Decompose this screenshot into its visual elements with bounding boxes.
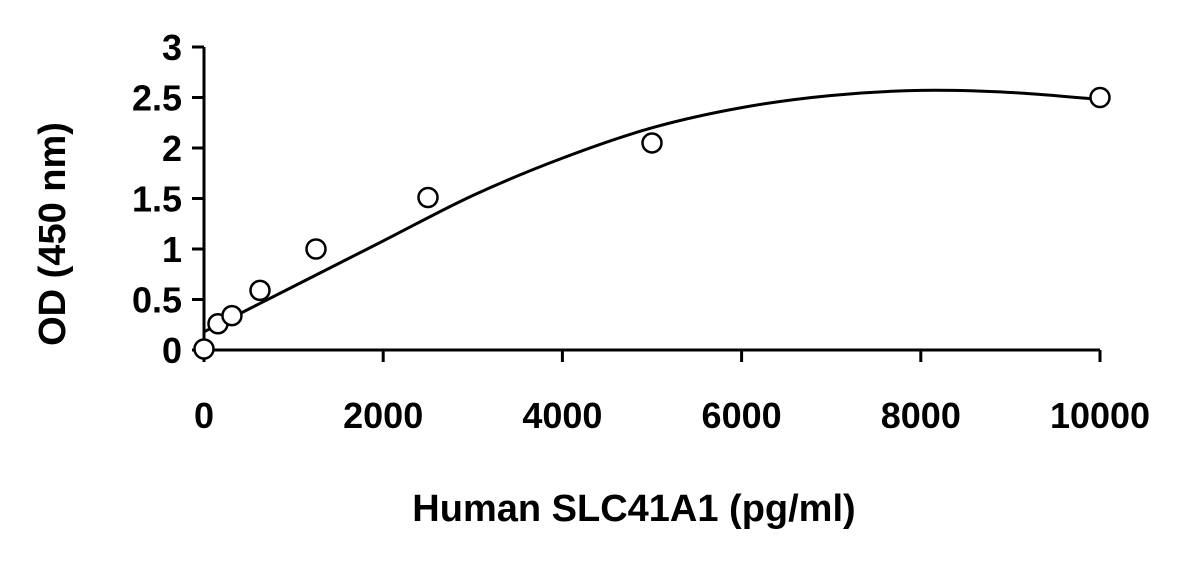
x-axis-title: Human SLC41A1 (pg/ml): [412, 488, 855, 530]
y-tick-label: 0: [162, 330, 182, 371]
x-tick-label: 0: [194, 395, 214, 436]
y-tick-label: 2.5: [132, 78, 182, 119]
y-tick-label: 1: [162, 229, 182, 270]
data-point: [641, 132, 663, 154]
x-tick-label: 8000: [881, 395, 961, 436]
y-axis-title: OD (450 nm): [32, 122, 74, 346]
x-tick-label: 4000: [522, 395, 602, 436]
x-tick-label: 10000: [1050, 395, 1150, 436]
data-point: [1089, 86, 1111, 109]
data-point: [221, 304, 243, 327]
data-point: [417, 186, 439, 209]
y-tick-label: 1.5: [132, 179, 182, 220]
data-point: [305, 238, 327, 260]
axes: [192, 45, 1102, 362]
fit-curve: [203, 88, 1101, 334]
y-tick-label: 2: [162, 128, 182, 169]
data-point: [193, 338, 215, 360]
y-tick-label: 0.5: [132, 280, 182, 321]
data-points: [193, 86, 1111, 360]
x-tick-label: 2000: [343, 395, 423, 436]
x-tick-label: 6000: [702, 395, 782, 436]
data-point: [249, 279, 271, 302]
fit-curve-layer: [203, 88, 1101, 334]
tick-labels: 0 0.5 1 1.5 2 2.5 3 0 2000 4000 6000 8000 10000: [132, 27, 1150, 436]
y-tick-label: 3: [162, 27, 182, 68]
